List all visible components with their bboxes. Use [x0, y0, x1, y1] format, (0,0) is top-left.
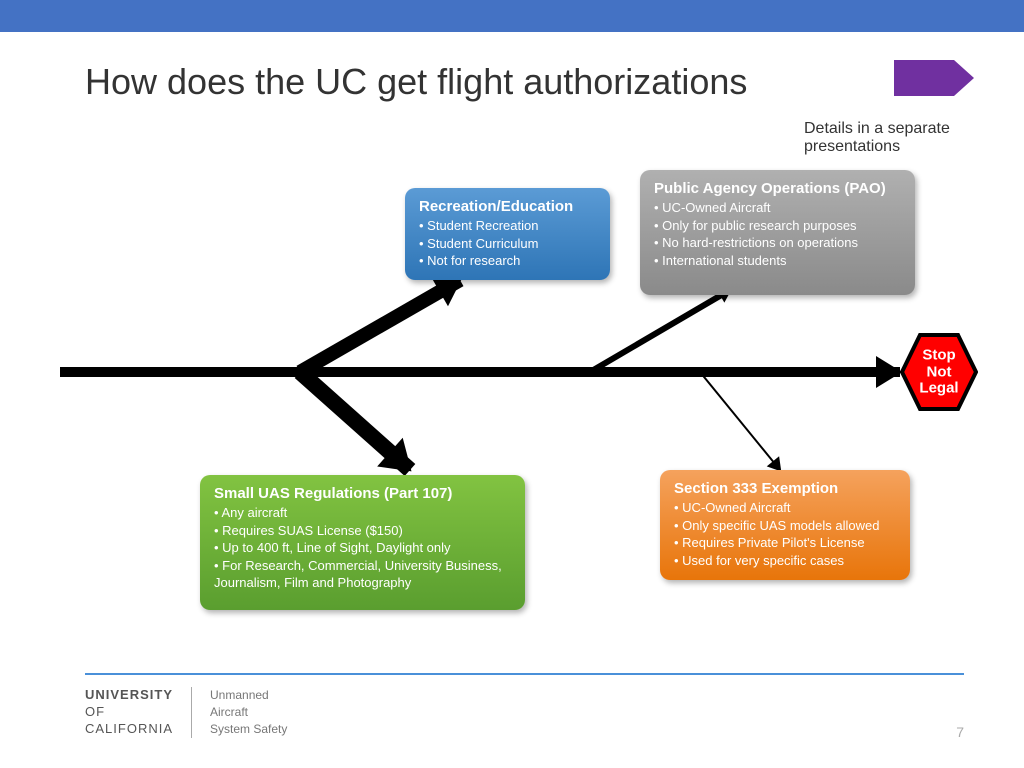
- card-list-item: Student Curriculum: [419, 235, 596, 253]
- card-list-item: Any aircraft: [214, 504, 511, 522]
- card-pao: Public Agency Operations (PAO) UC-Owned …: [640, 170, 915, 295]
- stop-sign: Stop Not Legal: [900, 333, 978, 411]
- page-number: 7: [956, 724, 964, 740]
- details-note: Details in a separate presentations: [804, 120, 984, 156]
- card-list-item: Only for public research purposes: [654, 217, 901, 235]
- card-part107: Small UAS Regulations (Part 107) Any air…: [200, 475, 525, 610]
- card-list-item: Student Recreation: [419, 217, 596, 235]
- card-list: UC-Owned AircraftOnly specific UAS model…: [674, 499, 896, 569]
- card-list-item: International students: [654, 252, 901, 270]
- card-list-item: UC-Owned Aircraft: [674, 499, 896, 517]
- card-title: Public Agency Operations (PAO): [654, 180, 901, 197]
- card-list-item: Up to 400 ft, Line of Sight, Daylight on…: [214, 539, 511, 557]
- card-list-item: Requires Private Pilot's License: [674, 534, 896, 552]
- card-list-item: For Research, Commercial, University Bus…: [214, 557, 511, 592]
- card-list-item: Only specific UAS models allowed: [674, 517, 896, 535]
- card-list-item: No hard-restrictions on operations: [654, 234, 901, 252]
- card-list-item: Not for research: [419, 252, 596, 270]
- card-title: Small UAS Regulations (Part 107): [214, 485, 511, 502]
- purple-arrow-icon: [894, 60, 974, 96]
- footer-divider: [85, 673, 964, 675]
- footer-unit: Unmanned Aircraft System Safety: [210, 687, 287, 737]
- card-list: UC-Owned AircraftOnly for public researc…: [654, 199, 901, 269]
- card-title: Section 333 Exemption: [674, 480, 896, 497]
- page-title: How does the UC get flight authorization…: [85, 60, 747, 103]
- footer: UNIVERSITY OF CALIFORNIA Unmanned Aircra…: [85, 673, 964, 738]
- card-title: Recreation/Education: [419, 198, 596, 215]
- card-recreation: Recreation/Education Student RecreationS…: [405, 188, 610, 280]
- fishbone-diagram: Recreation/Education Student RecreationS…: [60, 170, 980, 610]
- stop-text: Stop Not Legal: [919, 347, 958, 397]
- card-list: Student RecreationStudent CurriculumNot …: [419, 217, 596, 270]
- card-section333: Section 333 Exemption UC-Owned AircraftO…: [660, 470, 910, 580]
- footer-org: UNIVERSITY OF CALIFORNIA: [85, 687, 192, 738]
- card-list-item: Requires SUAS License ($150): [214, 522, 511, 540]
- card-list-item: UC-Owned Aircraft: [654, 199, 901, 217]
- top-bar: [0, 0, 1024, 32]
- card-list-item: Used for very specific cases: [674, 552, 896, 570]
- card-list: Any aircraftRequires SUAS License ($150)…: [214, 504, 511, 592]
